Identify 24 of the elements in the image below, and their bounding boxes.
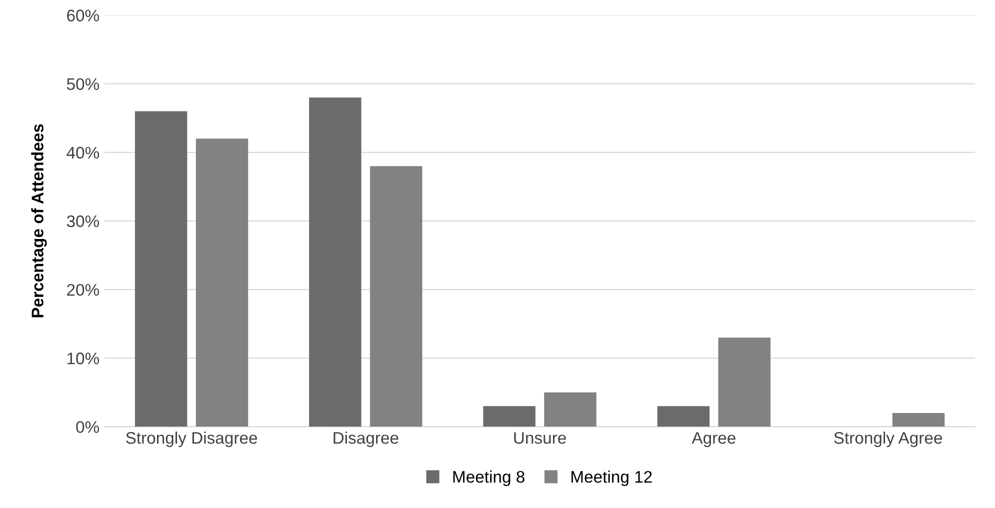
x-tick-label: Agree [692, 432, 736, 448]
y-tick-label: 50% [66, 78, 100, 90]
x-tick-label: Disagree [334, 432, 398, 448]
legend-label: Meeting 8 [453, 470, 524, 486]
bar [196, 138, 248, 427]
y-tick-label: 0% [76, 421, 100, 433]
y-tick-label: 20% [67, 284, 100, 296]
bar [370, 166, 422, 427]
x-tick-label: Strongly Disagree [126, 432, 258, 448]
y-tick-label: 40% [66, 146, 100, 159]
bar [309, 98, 362, 427]
bar [483, 406, 536, 427]
y-tick-label: 10% [68, 352, 100, 364]
x-tick-label: Unsure [514, 432, 566, 444]
bar [134, 111, 188, 427]
bar [892, 413, 945, 427]
x-tick-label: Strongly Agree [834, 432, 942, 448]
bar [544, 392, 596, 427]
bar [718, 338, 771, 427]
y-tick-label: 30% [66, 215, 100, 228]
y-axis-title: Percentage of Attendees [31, 124, 47, 318]
y-tick-label: 60% [67, 10, 100, 22]
legend-label: Meeting 12 [572, 470, 652, 486]
bar [657, 406, 710, 427]
